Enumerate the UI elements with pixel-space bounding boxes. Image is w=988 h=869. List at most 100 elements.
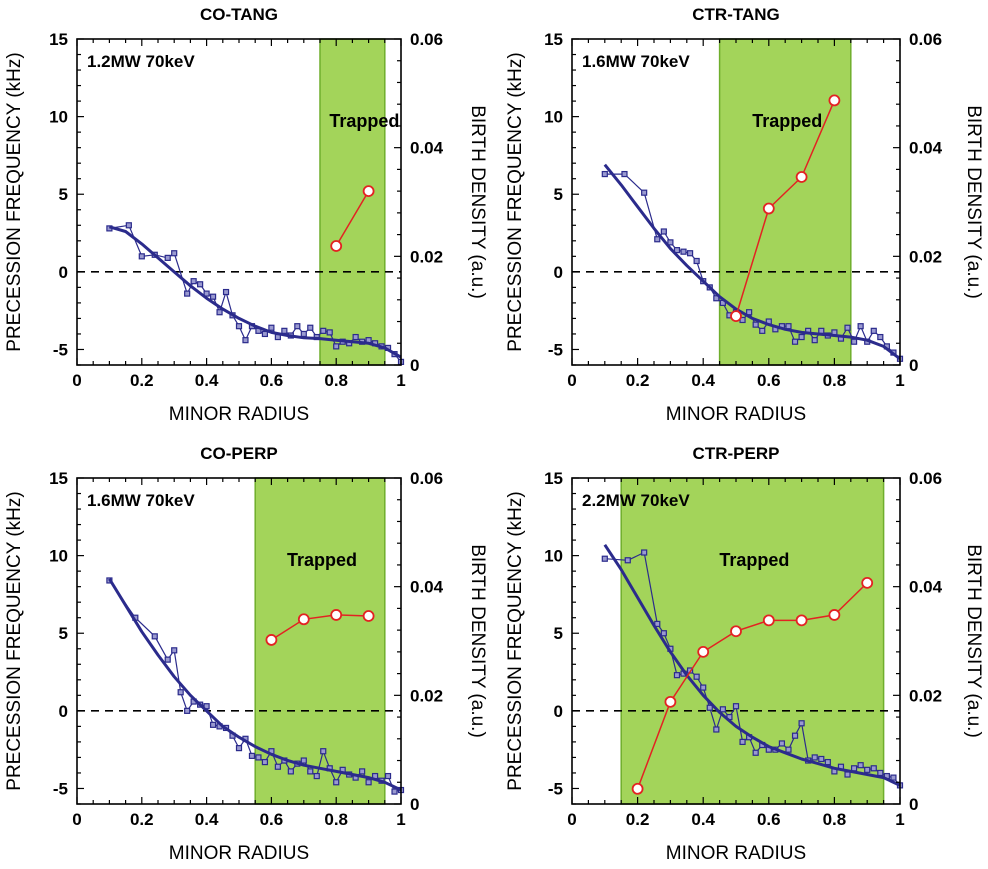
x-tick-label: 0 xyxy=(567,371,576,390)
birth-density-line xyxy=(735,100,836,317)
precession-data-point xyxy=(164,656,171,663)
y2-tick-label: 0.02 xyxy=(410,686,443,705)
y2-tick-label: 0.06 xyxy=(909,30,942,49)
panel-title: CO-TANG xyxy=(200,5,278,24)
trapped-label: Trapped xyxy=(752,111,822,131)
precession-data-point xyxy=(138,253,145,260)
precession-data-point xyxy=(680,248,687,255)
precession-data-point xyxy=(660,228,667,235)
birth-density-point xyxy=(762,202,775,215)
precession-data-point xyxy=(732,703,740,710)
panel-title: CTR-PERP xyxy=(693,444,780,463)
precession-data-point xyxy=(752,749,759,756)
precession-data-point xyxy=(746,309,753,316)
x-tick-label: 1 xyxy=(895,810,904,829)
precession-data-point xyxy=(811,754,818,761)
precession-data-point xyxy=(391,788,398,795)
precession-data-point xyxy=(673,672,681,679)
trapped-label: Trapped xyxy=(287,550,357,570)
birth-density-point xyxy=(664,695,677,708)
birth-density-point xyxy=(265,634,278,646)
x-tick-label: 0.8 xyxy=(324,810,348,829)
x-axis-label: MINOR RADIUS xyxy=(169,843,309,864)
precession-data-point xyxy=(261,758,269,766)
precession-data-point xyxy=(791,732,799,739)
precession-data-point xyxy=(624,557,631,564)
precession-data-point xyxy=(359,768,366,775)
precession-data-point xyxy=(693,673,700,680)
trapped-region xyxy=(319,38,386,366)
precession-data-point xyxy=(177,689,184,696)
precession-data-point xyxy=(320,748,327,755)
x-tick-label: 0.6 xyxy=(757,371,781,390)
birth-density-point xyxy=(828,94,841,107)
x-tick-label: 0.6 xyxy=(260,371,284,390)
precession-fit-line xyxy=(108,225,402,359)
y2-tick-label: 0 xyxy=(909,795,918,814)
y2-tick-label: 0.06 xyxy=(909,469,942,488)
x-tick-label: 0.2 xyxy=(626,371,650,390)
precession-data-point xyxy=(307,324,314,331)
birth-density-point xyxy=(861,576,874,589)
precession-data-point xyxy=(818,755,825,763)
precession-data-point xyxy=(184,290,191,297)
precession-data-point xyxy=(125,222,132,229)
precession-data-point xyxy=(197,281,204,288)
birth-density-point xyxy=(330,240,343,252)
power-energy-label: 1.2MW 70keV xyxy=(87,52,195,71)
x-tick-label: 0.2 xyxy=(130,810,154,829)
precession-data-point xyxy=(268,324,275,331)
y-tick-label: 5 xyxy=(554,185,563,204)
precession-data-point xyxy=(222,288,230,296)
precession-data-point xyxy=(274,763,281,770)
precession-data-point xyxy=(333,779,340,786)
x-tick-label: 0.2 xyxy=(130,371,154,390)
precession-data-point xyxy=(203,703,210,710)
precession-data-point xyxy=(706,704,713,711)
precession-data-point xyxy=(164,254,171,261)
panel-co-perp: 0 0.2 0.4 0.6 0.8 1-505101500.020.040.06CO-PE… xyxy=(4,444,488,864)
panel-ctr-perp: 0 0.2 0.4 0.6 0.8 1-505101500.020.040.06CTR-P… xyxy=(505,444,984,864)
birth-density-point xyxy=(730,625,742,638)
precession-data-point xyxy=(654,236,661,243)
precession-data-point xyxy=(248,752,256,759)
panel-title: CTR-TANG xyxy=(692,5,780,24)
precession-data-point xyxy=(785,746,792,753)
precession-data-point xyxy=(384,772,392,780)
precession-data-point xyxy=(877,333,884,341)
precession-data-point xyxy=(352,333,359,341)
precession-data-point xyxy=(209,721,217,728)
x-tick-label: 0.4 xyxy=(691,810,715,829)
precession-data-point xyxy=(660,630,667,637)
y2-tick-label: 0.04 xyxy=(410,139,444,158)
x-tick-label: 0.8 xyxy=(823,810,847,829)
y2-tick-label: 0 xyxy=(909,356,918,375)
precession-data-point xyxy=(235,745,243,752)
y-tick-label: 10 xyxy=(544,547,563,566)
precession-data-point xyxy=(203,290,210,297)
x-tick-label: 1 xyxy=(396,810,405,829)
birth-density-point xyxy=(795,171,808,183)
birth-density-point xyxy=(330,609,343,621)
x-tick-label: 1 xyxy=(895,371,904,390)
panel-ctr-tang: 0 0.2 0.4 0.6 0.8 1-505101500.020.040.06CTR-T… xyxy=(505,5,984,425)
precession-data-point xyxy=(242,337,249,344)
power-energy-label: 2.2MW 70keV xyxy=(582,491,690,510)
x-axis-label: MINOR RADIUS xyxy=(169,404,309,425)
y2-axis-label: BIRTH DENSITY (a.u.) xyxy=(467,544,488,738)
precession-data-point xyxy=(890,774,897,781)
precession-data-point xyxy=(667,239,674,246)
precession-data-point xyxy=(877,769,884,777)
x-tick-label: 0.4 xyxy=(691,371,715,390)
precession-data-point xyxy=(281,327,288,334)
y-tick-label: 15 xyxy=(544,30,563,49)
y2-tick-label: 0 xyxy=(410,795,419,814)
y2-tick-label: 0.02 xyxy=(909,686,942,705)
x-tick-label: 0.2 xyxy=(626,810,650,829)
precession-data-point xyxy=(621,170,628,178)
birth-density-line xyxy=(270,614,369,641)
birth-density-point xyxy=(631,782,644,795)
y2-axis-label: BIRTH DENSITY (a.u.) xyxy=(963,105,984,299)
power-energy-label: 1.6MW 70keV xyxy=(87,491,195,510)
birth-density-point xyxy=(697,645,710,658)
